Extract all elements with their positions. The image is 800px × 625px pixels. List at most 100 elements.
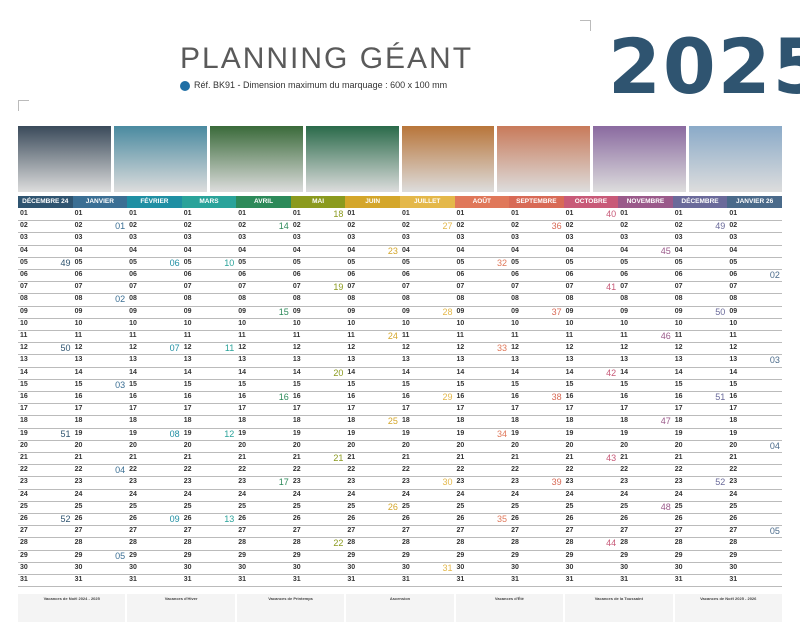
day-row: 10 bbox=[290, 319, 346, 331]
day-number: 15 bbox=[183, 380, 192, 388]
subtitle-text: Réf. BK91 - Dimension maximum du marquag… bbox=[194, 80, 448, 90]
month-header: JUILLET bbox=[399, 196, 455, 208]
day-number: 11 bbox=[729, 332, 737, 339]
day-number: 20 bbox=[74, 441, 83, 449]
day-row: 22 bbox=[345, 465, 400, 478]
month-photo bbox=[113, 126, 207, 192]
day-row: 31 bbox=[563, 575, 619, 588]
day-row: 11 bbox=[399, 331, 455, 344]
day-row: 02 bbox=[509, 221, 564, 234]
day-number: 22 bbox=[456, 466, 465, 474]
day-number: 18 bbox=[347, 417, 356, 425]
day-row: 29 bbox=[181, 551, 237, 563]
week-number: 30 bbox=[442, 477, 453, 488]
day-row: 09 bbox=[127, 307, 182, 319]
day-row: 03 bbox=[454, 233, 510, 246]
day-row: 22 bbox=[290, 465, 346, 478]
day-number: 12 bbox=[20, 344, 28, 352]
day-row: 08 bbox=[72, 294, 128, 307]
day-row: 19 bbox=[509, 429, 564, 441]
day-row: 12 bbox=[509, 343, 564, 356]
day-number: 16 bbox=[347, 393, 356, 400]
day-number: 17 bbox=[292, 405, 301, 413]
day-number: 12 bbox=[456, 344, 465, 352]
day-row: 09 bbox=[618, 307, 673, 319]
day-row: 28 bbox=[399, 538, 455, 551]
day-row: 28 bbox=[72, 538, 128, 551]
week-number: 48 bbox=[660, 501, 671, 512]
day-number: 11 bbox=[620, 332, 628, 339]
day-number: 10 bbox=[183, 319, 192, 327]
day-row: 08 bbox=[672, 294, 728, 307]
day-row: 31 bbox=[181, 575, 237, 588]
day-row: 19 bbox=[290, 429, 346, 441]
day-number: 15 bbox=[238, 380, 247, 388]
week-number: 03 bbox=[115, 379, 126, 390]
day-number: 30 bbox=[674, 563, 683, 571]
day-row: 18 bbox=[127, 416, 182, 429]
day-row: 13 bbox=[454, 355, 510, 368]
day-number: 17 bbox=[347, 405, 356, 413]
day-number: 25 bbox=[183, 502, 192, 510]
day-row: 20 bbox=[345, 441, 400, 453]
day-row: 13 bbox=[290, 355, 346, 368]
day-number: 04 bbox=[183, 246, 192, 254]
day-row: 05 bbox=[509, 258, 564, 270]
day-row: 21 bbox=[345, 453, 400, 466]
day-row: 24 bbox=[127, 490, 182, 502]
week-number: 46 bbox=[660, 331, 671, 341]
day-row: 26 bbox=[18, 514, 73, 527]
day-row: 24 bbox=[727, 490, 782, 502]
day-number: 20 bbox=[347, 441, 356, 449]
day-row: 29 bbox=[399, 551, 455, 563]
day-number: 18 bbox=[129, 417, 137, 425]
day-row: 08 bbox=[345, 294, 400, 307]
day-number: 02 bbox=[238, 222, 247, 230]
day-number: 07 bbox=[183, 283, 192, 291]
day-row: 10 bbox=[563, 319, 619, 331]
day-row: 01 bbox=[618, 209, 673, 222]
day-number: 06 bbox=[74, 271, 83, 278]
week-number: 12 bbox=[224, 428, 235, 439]
day-number: 13 bbox=[347, 356, 356, 364]
day-number: 21 bbox=[565, 454, 574, 461]
day-number: 01 bbox=[401, 210, 410, 217]
day-row: 13 bbox=[672, 355, 728, 368]
day-row: 01 bbox=[727, 209, 782, 222]
day-number: 18 bbox=[565, 417, 574, 425]
day-row: 16 bbox=[563, 392, 619, 405]
day-row: 19 bbox=[454, 429, 510, 441]
day-row: 29 bbox=[236, 551, 291, 563]
day-number: 27 bbox=[456, 527, 465, 535]
day-row: 10 bbox=[727, 319, 782, 331]
day-row: 31 bbox=[127, 575, 182, 588]
day-row: 20 bbox=[727, 441, 782, 453]
day-row: 15 bbox=[127, 380, 182, 392]
day-row: 02 bbox=[18, 221, 73, 234]
day-row: 27 bbox=[509, 526, 564, 539]
day-number: 20 bbox=[511, 441, 519, 449]
day-row: 11 bbox=[18, 331, 73, 344]
day-row: 03 bbox=[236, 233, 291, 246]
day-number: 20 bbox=[292, 441, 301, 449]
day-number: 03 bbox=[238, 234, 247, 242]
day-row: 05 bbox=[563, 258, 619, 270]
day-number: 22 bbox=[129, 466, 137, 474]
day-row: 11 bbox=[181, 331, 237, 344]
day-number: 23 bbox=[129, 478, 137, 486]
day-number: 19 bbox=[511, 429, 519, 437]
day-row: 07 bbox=[72, 282, 128, 295]
day-row: 30 bbox=[18, 563, 73, 575]
day-row: 30 bbox=[236, 563, 291, 575]
month-header: JUIN bbox=[345, 196, 400, 208]
day-row: 02 bbox=[290, 221, 346, 234]
day-number: 29 bbox=[674, 551, 683, 559]
month-column: FÉVRIER 01 02 03 04 05 06 07 08 09 10 11 12 13 14 15 16 1… bbox=[127, 196, 182, 592]
day-number: 09 bbox=[565, 307, 574, 315]
week-number: 15 bbox=[278, 306, 289, 317]
day-row: 08 bbox=[236, 294, 291, 307]
day-number: 12 bbox=[511, 344, 519, 352]
day-number: 19 bbox=[74, 429, 83, 437]
day-row: 25 bbox=[672, 502, 728, 514]
day-row: 25 bbox=[290, 502, 346, 514]
